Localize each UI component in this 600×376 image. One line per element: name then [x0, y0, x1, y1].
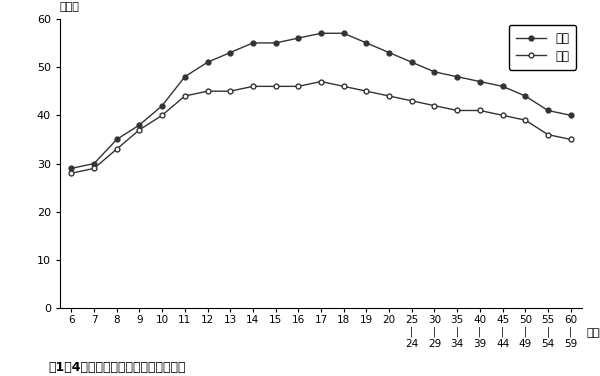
- Text: |: |: [501, 326, 504, 337]
- 女子: [250, 84, 257, 89]
- 女子: [158, 113, 166, 118]
- Text: 24: 24: [405, 339, 418, 349]
- 女子: [204, 89, 211, 94]
- 女子: [181, 94, 188, 98]
- 女子: [340, 84, 347, 89]
- 男子: [68, 166, 75, 171]
- 女子: [136, 127, 143, 132]
- 女子: [499, 113, 506, 118]
- 男子: [544, 108, 551, 113]
- 男子: [204, 60, 211, 65]
- Line: 男子: 男子: [69, 31, 573, 171]
- 女子: [408, 99, 415, 103]
- Text: 59: 59: [564, 339, 577, 349]
- 男子: [181, 74, 188, 79]
- Text: |: |: [478, 326, 481, 337]
- Text: 49: 49: [518, 339, 532, 349]
- 男子: [499, 84, 506, 89]
- Text: （歳）: （歳）: [587, 327, 600, 338]
- 男子: [158, 103, 166, 108]
- Text: |: |: [524, 326, 527, 337]
- 男子: [317, 31, 325, 36]
- 男子: [408, 60, 415, 65]
- Text: 44: 44: [496, 339, 509, 349]
- 男子: [340, 31, 347, 36]
- Text: 54: 54: [541, 339, 554, 349]
- 女子: [385, 94, 392, 98]
- Line: 女子: 女子: [69, 79, 573, 176]
- 女子: [431, 103, 438, 108]
- 女子: [91, 166, 98, 171]
- Text: 34: 34: [451, 339, 464, 349]
- 男子: [113, 137, 121, 142]
- 女子: [476, 108, 484, 113]
- 男子: [272, 41, 279, 45]
- 男子: [91, 161, 98, 166]
- Text: 39: 39: [473, 339, 487, 349]
- Text: |: |: [547, 326, 550, 337]
- Text: （点）: （点）: [60, 2, 80, 12]
- Text: |: |: [433, 326, 436, 337]
- 女子: [363, 89, 370, 94]
- 男子: [227, 50, 234, 55]
- 女子: [317, 79, 325, 84]
- 男子: [295, 36, 302, 40]
- Text: |: |: [410, 326, 413, 337]
- 女子: [227, 89, 234, 94]
- Text: 図1－4　加齢に伴う反復横とびの変化: 図1－4 加齢に伴う反復横とびの変化: [48, 361, 185, 374]
- 男子: [250, 41, 257, 45]
- 男子: [431, 70, 438, 74]
- Text: |: |: [455, 326, 459, 337]
- 女子: [567, 137, 574, 142]
- 女子: [544, 132, 551, 137]
- 女子: [454, 108, 461, 113]
- 男子: [136, 123, 143, 127]
- 女子: [521, 118, 529, 123]
- 男子: [567, 113, 574, 118]
- 女子: [113, 147, 121, 152]
- 男子: [521, 94, 529, 98]
- Text: 29: 29: [428, 339, 441, 349]
- 女子: [68, 171, 75, 176]
- Text: |: |: [569, 326, 572, 337]
- 男子: [476, 79, 484, 84]
- 女子: [272, 84, 279, 89]
- 男子: [454, 74, 461, 79]
- 男子: [385, 50, 392, 55]
- 女子: [295, 84, 302, 89]
- Legend: 男子, 女子: 男子, 女子: [509, 25, 576, 70]
- 男子: [363, 41, 370, 45]
